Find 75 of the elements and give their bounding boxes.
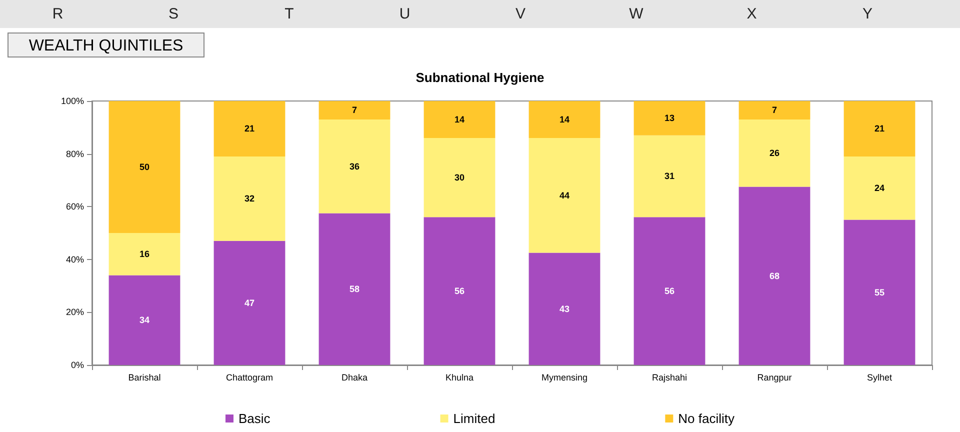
data-label: 32 [244, 194, 255, 204]
data-label: 34 [139, 315, 150, 326]
x-tick-label: Sylhet [866, 372, 893, 382]
data-label: 7 [352, 105, 358, 116]
data-label: 16 [139, 249, 150, 260]
y-tick-label: 40% [66, 254, 84, 264]
x-tick-label: Mymensing [541, 372, 588, 382]
chart-title: Subnational Hygiene [416, 70, 544, 85]
text: S [168, 6, 178, 22]
bar [528, 101, 600, 138]
data-label: 13 [664, 113, 675, 124]
y-tick-label: 20% [66, 307, 84, 318]
text: R [52, 6, 64, 22]
data-label: 31 [664, 171, 675, 182]
data-label: 14 [454, 114, 465, 124]
data-label: 55 [874, 287, 885, 298]
bar [844, 156, 916, 220]
bar [214, 156, 286, 241]
text: WEALTH QUINTILES [28, 38, 184, 54]
legend-label: Limited [453, 411, 496, 426]
data-label: 7 [772, 105, 778, 116]
data-label: 36 [349, 161, 360, 172]
x-tick-label: Chattogram [226, 372, 274, 382]
x-tick-label: Khulna [445, 372, 474, 382]
data-label: 68 [769, 270, 780, 281]
text: V [515, 6, 526, 22]
bar [424, 138, 496, 218]
data-label: 44 [559, 190, 570, 200]
bar [108, 233, 180, 276]
data-label: 14 [559, 114, 570, 124]
data-label: 50 [139, 162, 150, 172]
x-tick-label: Rangpur [757, 372, 792, 382]
data-label: 43 [559, 304, 570, 314]
y-tick-label: 60% [66, 202, 84, 212]
bar [318, 101, 390, 120]
bar [214, 240, 286, 365]
bar [634, 101, 706, 136]
bar [108, 275, 180, 365]
text: X [746, 6, 757, 22]
data-label: 56 [664, 286, 675, 296]
data-label: 26 [769, 148, 780, 158]
data-label: 24 [874, 183, 885, 194]
data-label: 21 [874, 124, 885, 134]
bar [528, 138, 600, 253]
data-label: 30 [454, 172, 465, 183]
bar [738, 186, 810, 365]
bar [318, 119, 390, 214]
y-tick-label: 80% [66, 148, 84, 159]
legend-label: Basic [238, 411, 271, 426]
x-tick-label: Barishal [128, 372, 161, 382]
x-tick-label: Rajshahi [652, 372, 688, 382]
data-label: 56 [454, 286, 465, 296]
text: W [629, 6, 644, 22]
bar [424, 217, 496, 365]
data-label: 58 [349, 284, 360, 294]
text: Y [862, 6, 872, 22]
data-label: 47 [244, 298, 255, 308]
text: U [399, 6, 410, 22]
bar [738, 119, 810, 187]
y-tick-label: 100% [60, 96, 84, 106]
bar [528, 252, 600, 365]
x-tick-label: Dhaka [341, 372, 368, 382]
legend-label: No facility [678, 411, 736, 426]
bar [108, 101, 180, 233]
bar [634, 217, 706, 365]
bar [738, 101, 810, 120]
bar [318, 213, 390, 365]
bar [634, 135, 706, 218]
bar [844, 220, 916, 365]
data-label: 21 [244, 124, 255, 134]
y-tick-label: 0% [70, 360, 84, 370]
bar [424, 101, 496, 138]
bar [844, 101, 916, 156]
text: T [284, 6, 294, 22]
bar [214, 101, 286, 156]
